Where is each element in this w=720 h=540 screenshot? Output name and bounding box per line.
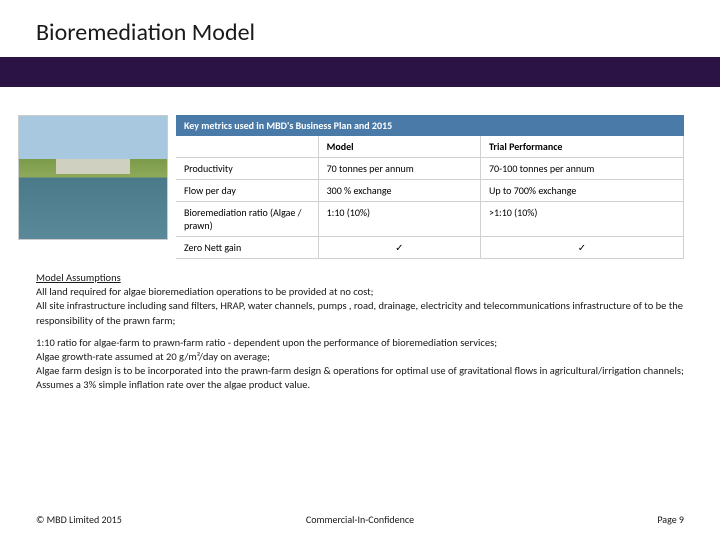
footer-copyright: © MBD Limited 2015 [36, 513, 122, 526]
accent-bar [0, 57, 720, 87]
cell: Up to 700% exchange [480, 180, 683, 202]
cell-check: ✓ [318, 237, 480, 259]
col-blank [176, 136, 318, 158]
cell: 70-100 tonnes per annum [480, 158, 683, 180]
assumptions-text-1: All land required for algae bioremediati… [36, 285, 683, 326]
cell: 1:10 (10%) [318, 202, 480, 237]
footer: © MBD Limited 2015 Commercial-In-Confide… [0, 513, 720, 526]
table-row: Zero Nett gain ✓ ✓ [176, 237, 684, 259]
table-header: Key metrics used in MBD's Business Plan … [176, 115, 684, 136]
assumptions-section: Model Assumptions All land required for … [0, 259, 720, 392]
cell: Productivity [176, 158, 318, 180]
assumptions-text-2: 1:10 ratio for algae-farm to prawn-farm … [36, 336, 684, 393]
cell-check: ✓ [480, 237, 683, 259]
cell: 70 tonnes per annum [318, 158, 480, 180]
algae-pond-image [18, 115, 168, 240]
cell: 300 % exchange [318, 180, 480, 202]
table-row: Bioremediation ratio (Algae / prawn) 1:1… [176, 202, 684, 237]
col-trial: Trial Performance [480, 136, 683, 158]
footer-page: Page 9 [657, 513, 684, 526]
page-title: Bioremediation Model [36, 18, 720, 47]
metrics-table: Key metrics used in MBD's Business Plan … [176, 115, 684, 259]
col-model: Model [318, 136, 480, 158]
assumptions-title: Model Assumptions [36, 271, 121, 284]
cell: Bioremediation ratio (Algae / prawn) [176, 202, 318, 237]
cell: Flow per day [176, 180, 318, 202]
footer-confidence: Commercial-In-Confidence [306, 513, 414, 526]
cell: >1:10 (10%) [480, 202, 683, 237]
cell: Zero Nett gain [176, 237, 318, 259]
table-row: Flow per day 300 % exchange Up to 700% e… [176, 180, 684, 202]
table-row: Productivity 70 tonnes per annum 70-100 … [176, 158, 684, 180]
